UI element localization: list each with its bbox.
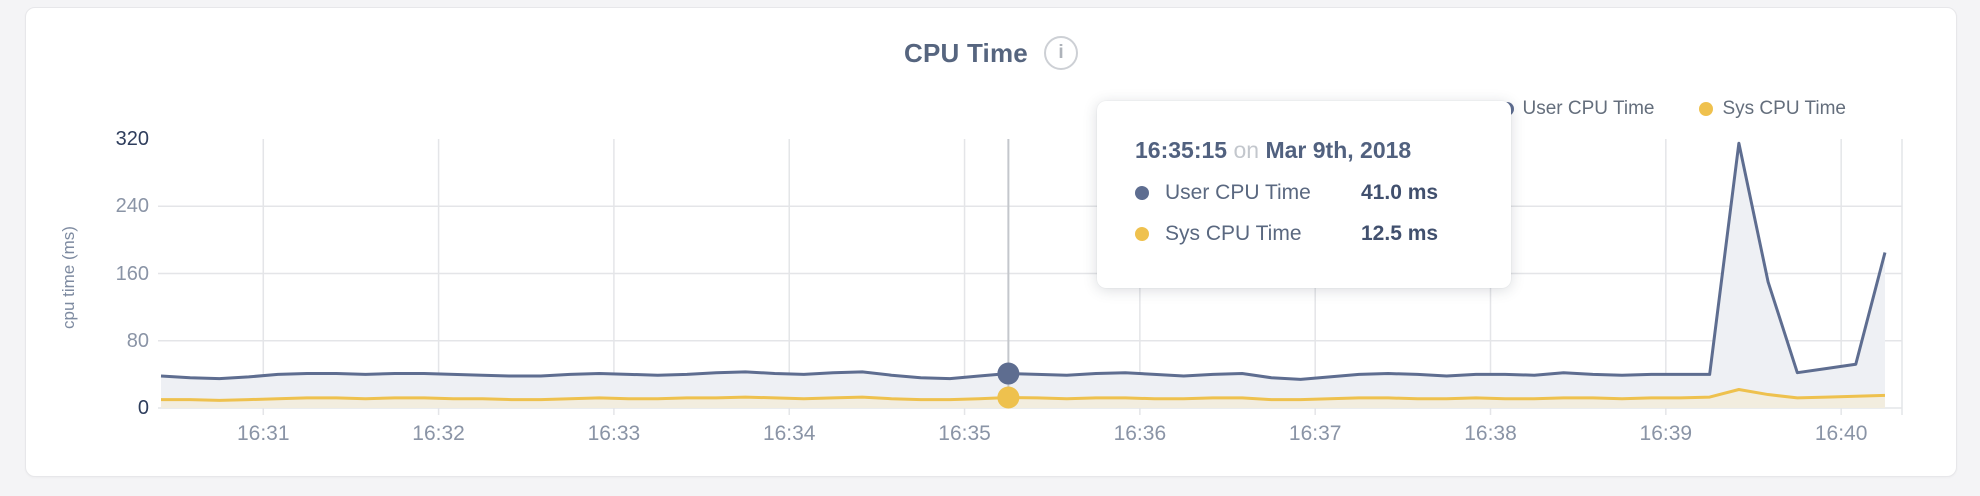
y-tick-label: 0 (137, 397, 149, 419)
tooltip-time: 16:35:15 (1135, 137, 1228, 163)
chart-plot-area[interactable] (26, 8, 1958, 478)
tooltip-series-value: 41.0 ms (1361, 181, 1439, 204)
tooltip-row-user: User CPU Time 41.0 ms (1135, 181, 1511, 205)
y-tick-label: 240 (115, 195, 149, 218)
tooltip-series-label: Sys CPU Time (1165, 222, 1302, 245)
x-tick-label: 16:33 (587, 422, 641, 445)
info-icon-glyph: i (1058, 42, 1064, 63)
x-tick-label: 16:31 (236, 422, 290, 445)
x-tick-label: 16:40 (1814, 422, 1868, 445)
chart-tooltip: 16:35:15 on Mar 9th, 2018 User CPU Time … (1097, 101, 1511, 288)
y-tick-label: 80 (126, 329, 149, 352)
legend-item-user-cpu-time[interactable]: User CPU Time (1499, 98, 1655, 120)
chart-title: CPU Time (904, 37, 1028, 68)
y-tick-label: 320 (115, 128, 149, 150)
sys-series-dot-icon (1699, 102, 1714, 116)
tooltip-series-label: User CPU Time (1165, 181, 1311, 204)
cpu-time-chart-card: CPU Time i User CPU Time Sys CPU Time cp… (25, 7, 1957, 477)
legend-label: User CPU Time (1522, 98, 1655, 119)
y-axis-title: cpu time (ms) (59, 226, 78, 330)
chart-legend: User CPU Time Sys CPU Time (1499, 98, 1846, 120)
legend-item-sys-cpu-time[interactable]: Sys CPU Time (1699, 98, 1846, 120)
tooltip-conjunction: on (1233, 137, 1260, 163)
tooltip-series-value: 12.5 ms (1361, 222, 1439, 245)
x-tick-label: 16:34 (762, 422, 816, 445)
legend-label: Sys CPU Time (1722, 98, 1846, 119)
chart-header: CPU Time i (26, 36, 1956, 70)
x-tick-label: 16:35 (938, 422, 991, 445)
tooltip-row-sys: Sys CPU Time 12.5 ms (1135, 222, 1511, 246)
x-tick-label: 16:37 (1288, 422, 1342, 445)
tooltip-date: Mar 9th, 2018 (1265, 137, 1412, 163)
user-series-dot-icon (1135, 186, 1149, 200)
x-tick-label: 16:39 (1639, 422, 1693, 445)
x-tick-label: 16:32 (412, 422, 465, 445)
x-tick-label: 16:38 (1464, 422, 1517, 445)
sys-series-dot-icon (1135, 227, 1149, 241)
y-tick-label: 160 (115, 262, 149, 285)
tooltip-title: 16:35:15 on Mar 9th, 2018 (1135, 137, 1511, 164)
x-tick-label: 16:36 (1113, 422, 1167, 445)
info-icon[interactable]: i (1043, 36, 1078, 70)
